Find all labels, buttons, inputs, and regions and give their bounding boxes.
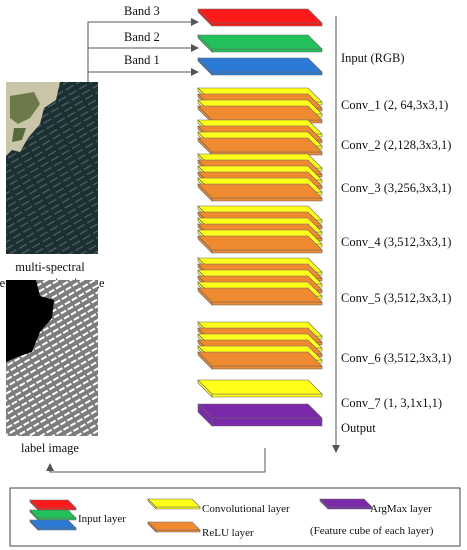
legend-note: (Feature cube of each layer) <box>310 525 434 537</box>
legend-input-band3-shape <box>29 499 77 511</box>
band-2-label: Band 2 <box>124 30 160 44</box>
legend-argmax-shape <box>319 498 373 510</box>
input-label: Input (RGB) <box>341 51 405 65</box>
feedback-arrow <box>46 448 266 473</box>
legend-conv-shape <box>147 498 201 510</box>
layer-labels: Conv_1 (2, 64,3x3,1) Conv_2 (2,128,3x3,1)… <box>341 98 451 410</box>
layer-label-conv-4: Conv_4 (3,512,3x3,1) <box>341 235 451 249</box>
relu-plate-5-3 <box>197 287 323 306</box>
layer-label-conv-6: Conv_6 (3,512,3x3,1) <box>341 351 451 365</box>
layer-label-conv-5: Conv_5 (3,512,3x3,1) <box>341 291 451 305</box>
input-plate-band2 <box>197 34 323 53</box>
label-image-caption: label image <box>21 441 79 455</box>
legend-input-label: Input layer <box>78 513 126 525</box>
input-plate-band1 <box>197 57 323 76</box>
band-3-label: Band 3 <box>124 4 160 18</box>
relu-plate-6-3 <box>197 351 323 370</box>
multispectral-caption-line1: multi-spectral <box>15 260 85 274</box>
input-plate-band3 <box>197 8 323 27</box>
layer-label-conv-7: Conv_7 (1, 3,1x1,1) <box>341 396 442 410</box>
legend-relu-label: ReLU layer <box>202 527 254 539</box>
relu-plate-2-2 <box>197 137 323 156</box>
legend-shapes <box>29 498 373 533</box>
multispectral-image <box>6 82 98 254</box>
label-image <box>6 280 98 436</box>
layer-label-conv-1: Conv_1 (2, 64,3x3,1) <box>341 98 448 112</box>
layer-stack <box>197 8 323 427</box>
legend-conv-label: Convolutional layer <box>202 503 290 515</box>
legend-box <box>9 487 461 547</box>
band-1-label: Band 1 <box>124 53 160 67</box>
legend-input-band2-shape <box>29 509 77 521</box>
band-arrows <box>87 18 199 82</box>
output-label: Output <box>341 421 376 435</box>
legend-relu-shape <box>147 521 201 533</box>
layer-label-conv-2: Conv_2 (2,128,3x3,1) <box>341 138 451 152</box>
output-plate-argmax <box>197 403 323 427</box>
legend-argmax-label: ArgMax layer <box>370 503 432 515</box>
layer-label-conv-3: Conv_3 (3,256,3x3,1) <box>341 181 451 195</box>
relu-plate-3-3 <box>197 183 323 202</box>
relu-plate-4-3 <box>197 235 323 254</box>
conv-plate-7-1 <box>197 379 323 398</box>
legend-input-band1-shape <box>29 519 77 531</box>
